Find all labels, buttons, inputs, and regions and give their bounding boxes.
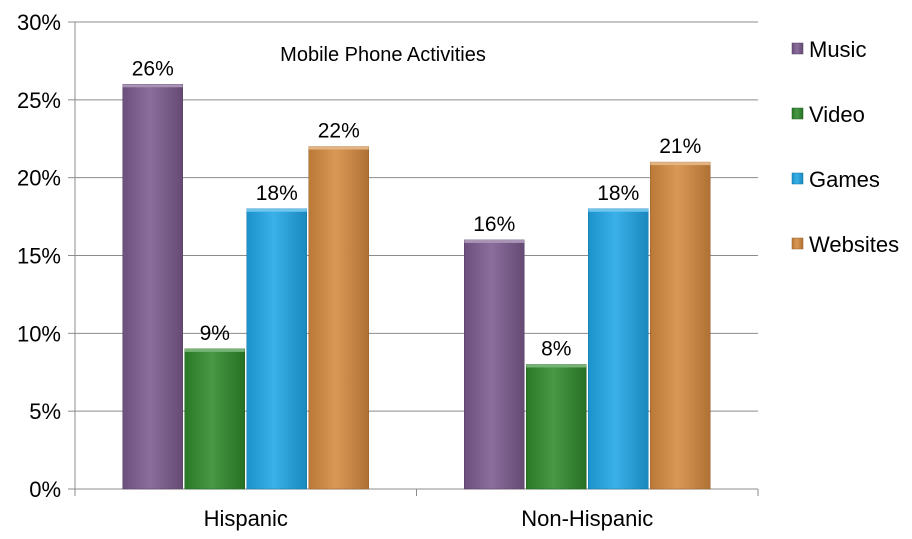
bar-video-hispanic <box>184 348 245 490</box>
bar-top-highlight <box>308 146 369 150</box>
bars <box>122 84 711 490</box>
legend-label-games: Games <box>809 167 880 192</box>
y-tick-label: 25% <box>17 88 61 113</box>
bar-video-non-hispanic <box>526 364 587 490</box>
bar-websites-hispanic <box>308 146 369 490</box>
legend-label-music: Music <box>809 37 866 62</box>
bar-top-highlight <box>650 162 711 166</box>
bar-games-non-hispanic <box>588 208 649 490</box>
y-tick-label: 20% <box>17 166 61 191</box>
y-tick-label: 5% <box>29 399 61 424</box>
data-labels: 26% 9% 18% 22% 16% 8% 18% 21% <box>132 57 702 360</box>
legend: Music Video Games Websites <box>791 37 899 257</box>
y-tick-label: 10% <box>17 321 61 346</box>
legend-label-websites: Websites <box>809 232 899 257</box>
bar-games-hispanic <box>246 208 307 490</box>
bar-websites-non-hispanic <box>650 161 711 490</box>
bar-top-highlight <box>246 208 307 212</box>
data-label-games-non-hispanic: 18% <box>597 182 639 205</box>
chart-title: Mobile Phone Activities <box>280 44 486 66</box>
data-label-games-hispanic: 18% <box>256 182 298 205</box>
bar-top-highlight <box>464 239 525 243</box>
data-label-video-hispanic: 9% <box>200 322 230 345</box>
data-label-websites-non-hispanic: 21% <box>659 135 701 158</box>
bar-top-highlight <box>184 348 245 352</box>
legend-label-video: Video <box>809 102 865 127</box>
axes: 0% 5% 10% 15% 20% 25% 30% Hispanic Non-Hispanic <box>17 10 759 531</box>
bar-music-non-hispanic <box>464 239 525 490</box>
bar-top-highlight <box>122 84 183 88</box>
legend-swatch-websites <box>791 237 804 250</box>
bar-music-hispanic <box>122 84 183 490</box>
data-label-music-non-hispanic: 16% <box>473 213 515 236</box>
y-tick-label: 30% <box>17 10 61 35</box>
legend-swatch-video <box>791 107 804 120</box>
bar-top-highlight <box>588 208 649 212</box>
data-label-music-hispanic: 26% <box>132 57 174 80</box>
y-tick-label: 0% <box>29 477 61 502</box>
bar-top-highlight <box>526 364 587 368</box>
legend-swatch-music <box>791 42 804 55</box>
legend-swatch-games <box>791 172 804 185</box>
x-tick-label-non-hispanic: Non-Hispanic <box>521 506 653 531</box>
x-tick-label-hispanic: Hispanic <box>204 506 288 531</box>
data-label-video-non-hispanic: 8% <box>541 337 571 360</box>
data-label-websites-hispanic: 22% <box>318 120 360 143</box>
y-tick-label: 15% <box>17 244 61 269</box>
